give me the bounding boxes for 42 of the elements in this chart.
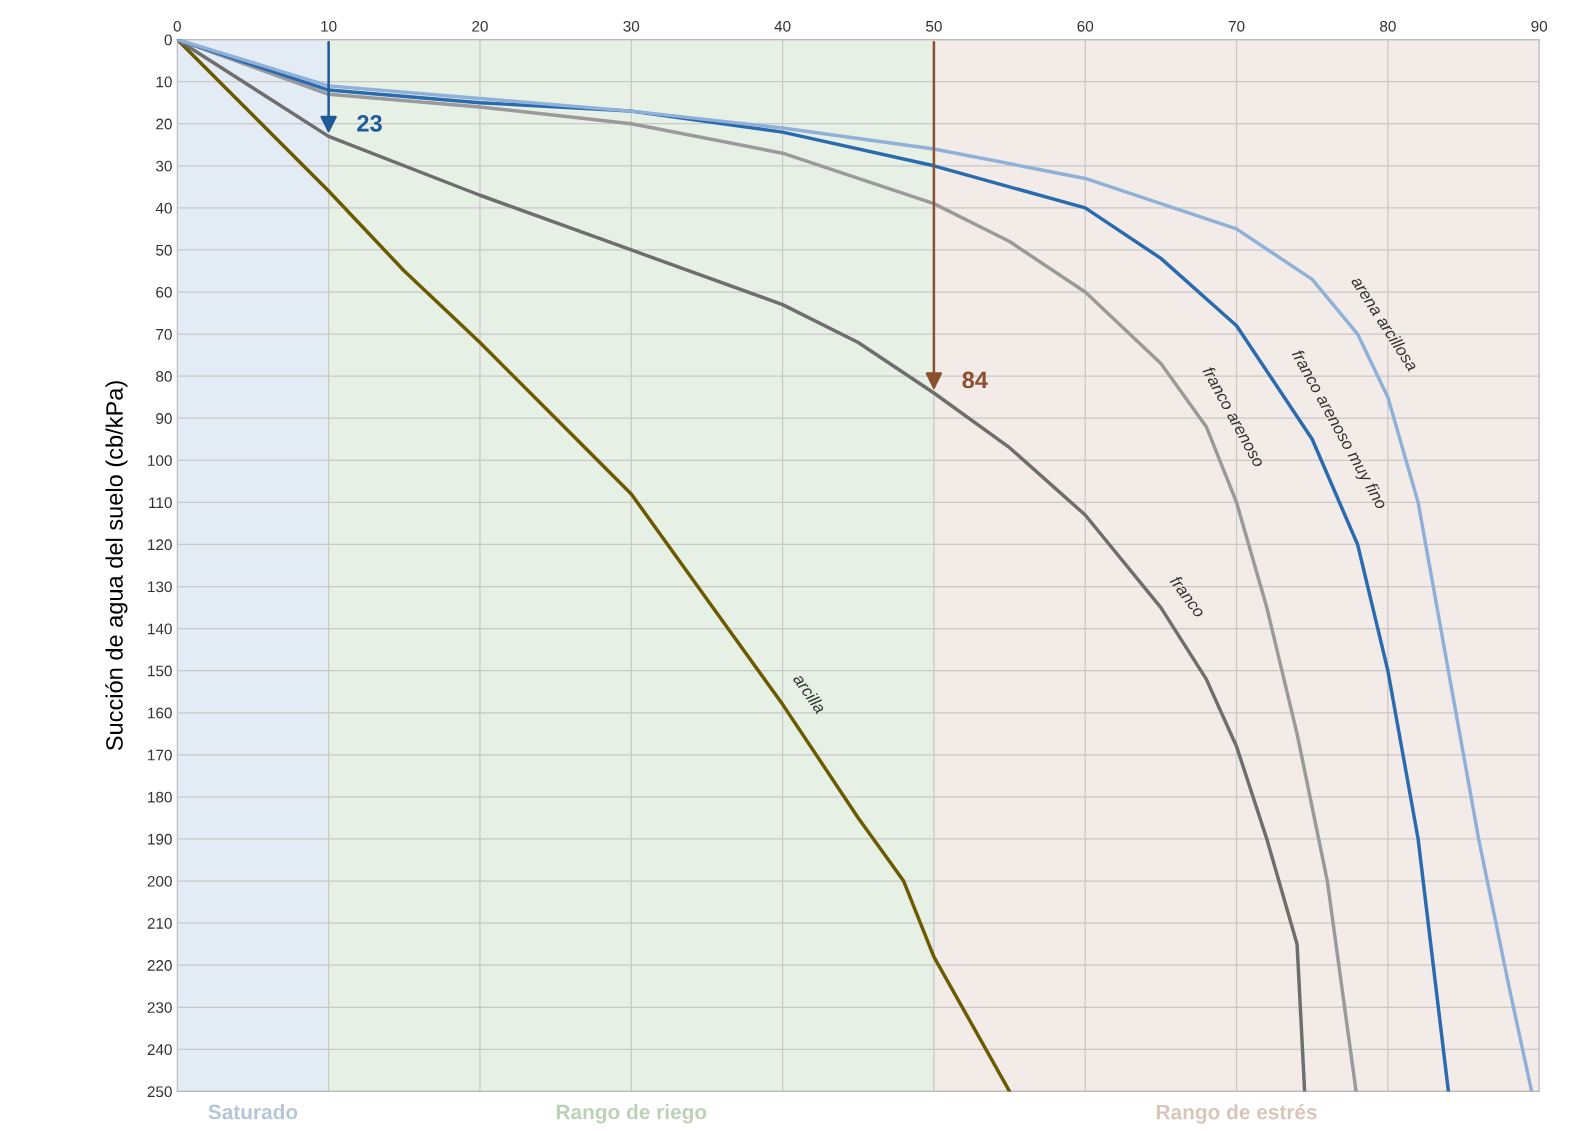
y-tick-label: 70 bbox=[156, 328, 172, 340]
y-tick-label: 130 bbox=[148, 581, 172, 593]
y-tick-label: 240 bbox=[147, 1044, 172, 1056]
y-tick-label: 170 bbox=[148, 749, 172, 761]
x-tick-label: 30 bbox=[623, 20, 640, 32]
y-tick-label: 10 bbox=[156, 76, 172, 88]
y-tick-label: 120 bbox=[148, 539, 172, 551]
y-tick-label: 110 bbox=[149, 497, 172, 509]
x-tick-label: 0 bbox=[173, 20, 181, 32]
y-tick-label: 210 bbox=[147, 917, 172, 929]
y-axis-title: Succión de agua del suelo (cb/kPa) bbox=[105, 381, 128, 751]
band-label: Rango de estrés bbox=[1156, 1104, 1317, 1124]
band-label: Rango de riego bbox=[556, 1104, 707, 1124]
y-tick-label: 80 bbox=[156, 371, 172, 382]
y-tick-label: 160 bbox=[148, 707, 172, 719]
y-tick-label: 60 bbox=[156, 286, 172, 298]
y-tick-label: 40 bbox=[155, 202, 172, 214]
y-tick-label: 230 bbox=[147, 1002, 172, 1013]
x-tick-label: 40 bbox=[774, 20, 791, 32]
x-tick-label: 20 bbox=[472, 20, 488, 32]
x-tick-label: 10 bbox=[321, 20, 337, 32]
y-tick-label: 140 bbox=[148, 623, 172, 635]
y-tick-label: 90 bbox=[156, 413, 172, 424]
y-tick-label: 20 bbox=[156, 118, 172, 130]
x-tick-label: 60 bbox=[1077, 20, 1094, 32]
y-tick-label: 100 bbox=[148, 455, 172, 466]
annotation: 84 bbox=[962, 371, 988, 389]
x-tick-label: 80 bbox=[1380, 20, 1396, 32]
y-tick-label: 200 bbox=[147, 875, 172, 887]
x-tick-label: 90 bbox=[1531, 20, 1548, 32]
y-tick-label: 180 bbox=[148, 791, 172, 803]
x-tick-label: 50 bbox=[926, 20, 942, 32]
y-tick-label: 220 bbox=[147, 960, 172, 971]
annotation: 23 bbox=[357, 114, 382, 132]
y-tick-label: 0 bbox=[164, 34, 172, 46]
band-label: Saturado bbox=[208, 1104, 298, 1120]
y-tick-label: 190 bbox=[148, 833, 172, 845]
y-tick-label: 50 bbox=[156, 244, 172, 256]
y-tick-label: 150 bbox=[148, 665, 172, 677]
y-tick-label: 250 bbox=[147, 1086, 172, 1098]
x-tick-label: 70 bbox=[1228, 20, 1245, 32]
y-tick-label: 30 bbox=[156, 160, 172, 172]
